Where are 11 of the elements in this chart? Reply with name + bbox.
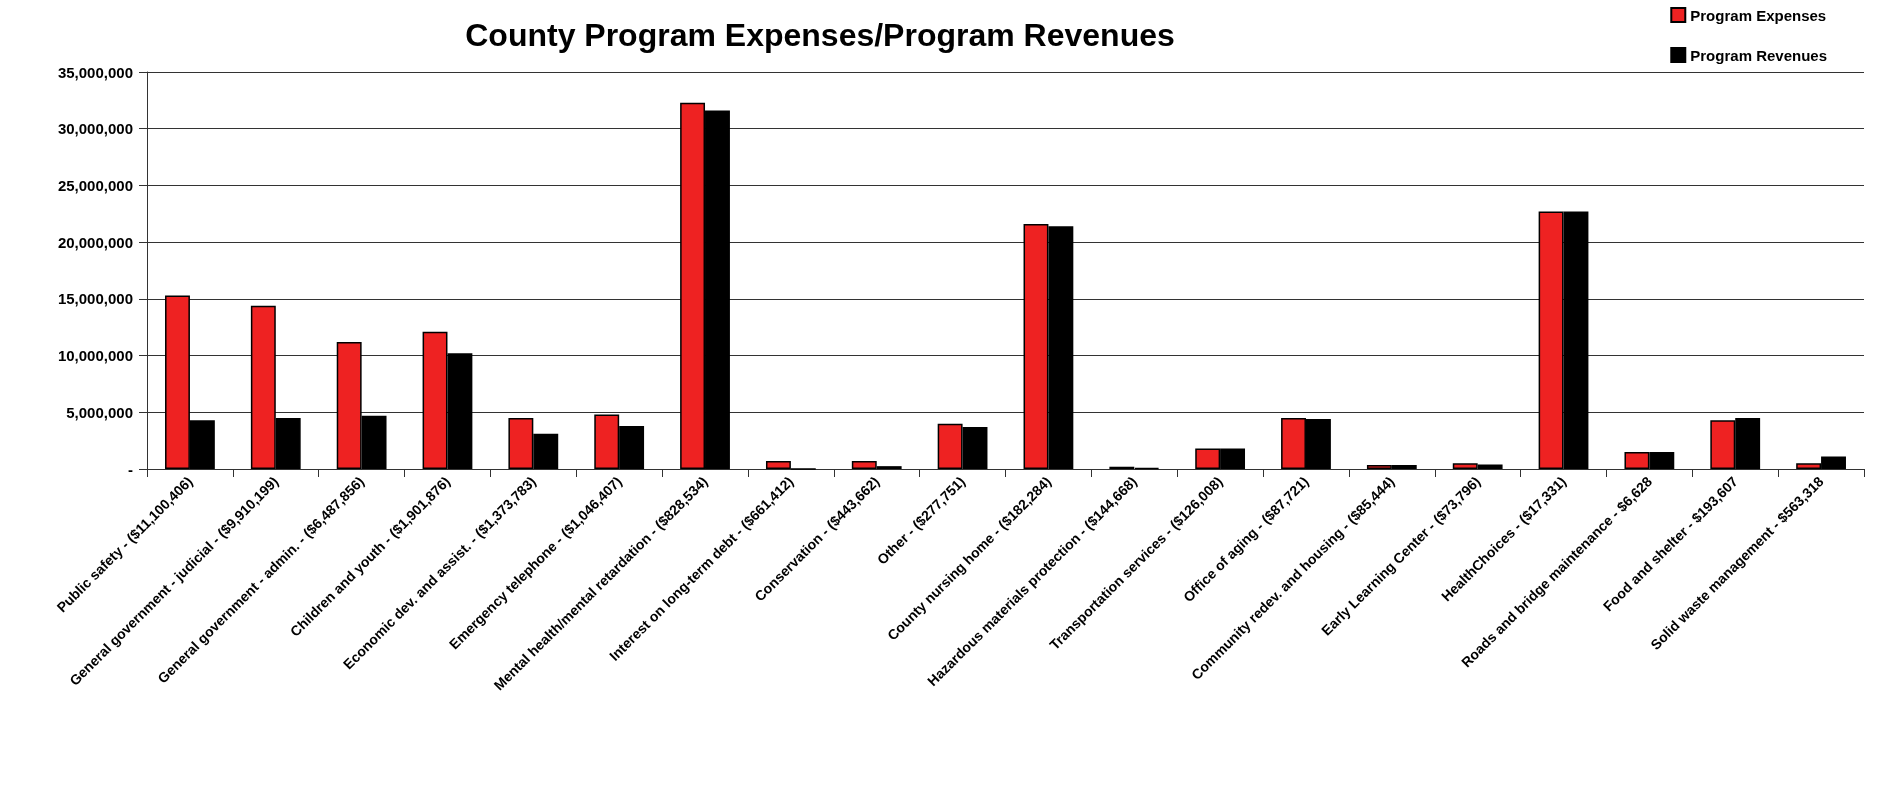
y-tick-label: 35,000,000 [57, 63, 133, 81]
y-tick-label: 10,000,000 [57, 347, 133, 365]
legend-label: Program Expenses [1690, 6, 1827, 24]
y-tick-label: 5,000,000 [66, 403, 133, 421]
y-tick-label: 30,000,000 [57, 120, 133, 138]
y-tick-label: - [128, 460, 133, 478]
y-tick-label: 20,000,000 [57, 233, 133, 251]
chart-title: County Program Expenses/Program Revenues [465, 17, 1175, 53]
y-tick-label: 25,000,000 [57, 176, 133, 194]
y-tick-label: 15,000,000 [57, 290, 133, 308]
legend-label: Program Revenues [1690, 46, 1828, 64]
